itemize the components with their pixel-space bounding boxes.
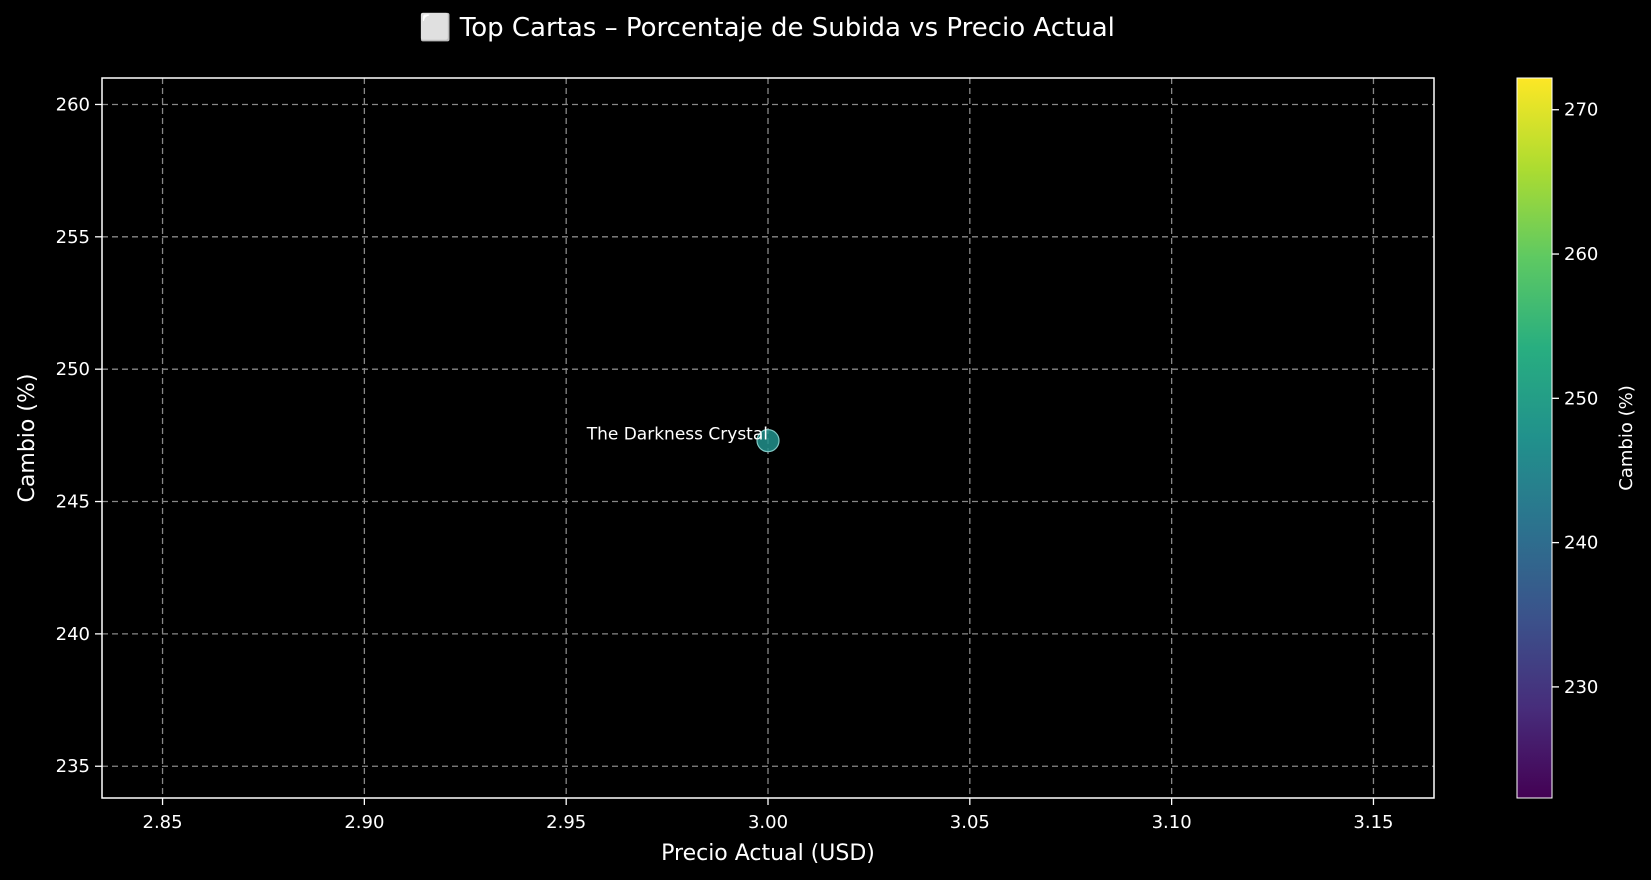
- point-annotation: The Darkness Crystal: [586, 425, 768, 445]
- colorbar: [1516, 77, 1553, 799]
- chart-title: ⬜ Top Cartas – Porcentaje de Subida vs P…: [419, 12, 1115, 43]
- plot-frame: [101, 77, 1435, 799]
- y-tick-label: 250: [56, 359, 90, 380]
- colorbar-tick-label: 240: [1564, 533, 1598, 554]
- y-tick-label: 245: [56, 492, 90, 513]
- x-tick-label: 3.05: [950, 812, 990, 833]
- y-axis-ticks: 235 240 245 250 255 260: [56, 94, 102, 777]
- x-tick-label: 2.85: [143, 812, 183, 833]
- colorbar-tick-label: 270: [1564, 100, 1598, 121]
- colorbar-tick-label: 250: [1564, 388, 1598, 409]
- x-tick-label: 3.00: [748, 812, 788, 833]
- y-axis-label: Cambio (%): [15, 374, 40, 503]
- y-tick-label: 255: [56, 227, 90, 248]
- x-axis-label: Precio Actual (USD): [661, 841, 875, 866]
- grid: [102, 78, 1434, 798]
- colorbar-ticks: 230 240 250 260 270: [1552, 100, 1598, 698]
- y-tick-label: 235: [56, 756, 90, 777]
- x-tick-label: 2.95: [546, 812, 586, 833]
- x-axis-ticks: 2.85 2.90 2.95 3.00 3.05 3.10 3.15: [143, 798, 1393, 833]
- data-points: The Darkness Crystal: [586, 425, 780, 453]
- y-tick-label: 240: [56, 624, 90, 645]
- colorbar-tick-label: 260: [1564, 244, 1598, 265]
- colorbar-tick-label: 230: [1564, 677, 1598, 698]
- x-tick-label: 3.15: [1353, 812, 1393, 833]
- y-tick-label: 260: [56, 94, 90, 115]
- colorbar-label: Cambio (%): [1616, 385, 1637, 490]
- x-tick-label: 2.90: [344, 812, 384, 833]
- data-point: [756, 429, 780, 453]
- x-tick-label: 3.10: [1152, 812, 1192, 833]
